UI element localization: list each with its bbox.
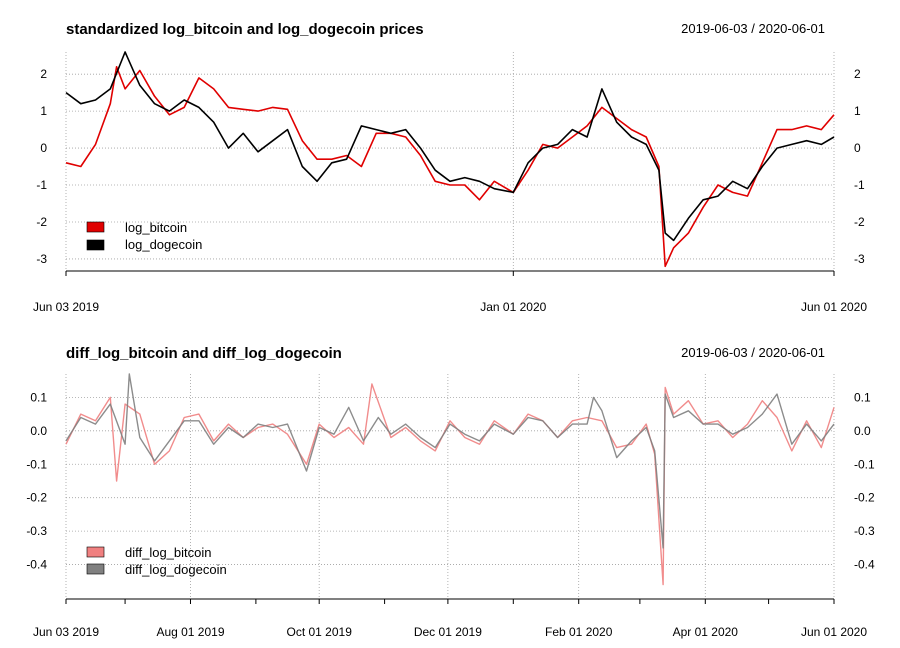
y-tick-label-left: -0.4 bbox=[26, 558, 47, 572]
x-tick-label: Jan 01 2020 bbox=[480, 300, 546, 314]
diff-grid bbox=[65, 374, 835, 598]
diff-y-axis: 0.1 0.1 0.0 0.0 -0.1 -0.1 -0.2 -0.2 -0.3 -0.3 -0.4… bbox=[26, 390, 875, 571]
price-series bbox=[65, 51, 835, 268]
legend-swatch-log-dogecoin bbox=[86, 239, 105, 251]
y-tick-label-right: 0 bbox=[854, 141, 861, 155]
diff-chart-title: diff_log_bitcoin and diff_log_dogecoin bbox=[66, 345, 342, 362]
diff-panel: diff_log_bitcoin and diff_log_dogecoin 2… bbox=[26, 345, 875, 639]
legend-swatch-log-bitcoin bbox=[86, 221, 105, 233]
y-tick-label-right: -1 bbox=[854, 178, 865, 192]
price-y-axis: 2 2 1 1 0 0 -1 -1 -2 -2 -3 -3 bbox=[36, 67, 865, 266]
price-legend: log_bitcoin log_dogecoin bbox=[86, 220, 202, 252]
y-tick-label-right: 2 bbox=[854, 67, 861, 81]
series-line-diff-log-dogecoin bbox=[65, 373, 835, 549]
x-tick-label: Jun 03 2019 bbox=[33, 300, 99, 314]
x-tick-label: Apr 01 2020 bbox=[673, 625, 739, 639]
legend-swatch-diff-log-bitcoin bbox=[86, 546, 105, 558]
x-tick-label: Dec 01 2019 bbox=[414, 625, 482, 639]
y-tick-label-right: -0.1 bbox=[854, 457, 875, 471]
y-tick-label-left: -0.3 bbox=[26, 524, 47, 538]
x-tick-label: Jun 03 2019 bbox=[33, 625, 99, 639]
y-tick-label-right: -0.4 bbox=[854, 558, 875, 572]
x-tick-label: Feb 01 2020 bbox=[545, 625, 613, 639]
y-tick-label-right: -3 bbox=[854, 252, 865, 266]
legend-swatch-diff-log-dogecoin bbox=[86, 563, 105, 575]
series-line-log-bitcoin bbox=[65, 66, 835, 268]
price-x-axis: Jun 03 2019 Jan 01 2020 Jun 01 2020 bbox=[33, 270, 867, 314]
y-tick-label-right: -2 bbox=[854, 215, 865, 229]
y-tick-label-left: -0.2 bbox=[26, 491, 47, 505]
y-tick-label-left: 0.0 bbox=[30, 424, 47, 438]
x-tick-label: Jun 01 2020 bbox=[801, 300, 867, 314]
x-tick-label: Aug 01 2019 bbox=[156, 625, 224, 639]
series-line-log-dogecoin bbox=[65, 51, 835, 242]
y-tick-label-left: 0 bbox=[40, 141, 47, 155]
y-tick-label-left: 1 bbox=[40, 104, 47, 118]
legend-label-log-bitcoin: log_bitcoin bbox=[125, 220, 187, 235]
price-chart-title: standardized log_bitcoin and log_dogecoi… bbox=[66, 21, 424, 38]
y-tick-label-left: -3 bbox=[36, 252, 47, 266]
diff-series bbox=[65, 373, 835, 586]
y-tick-label-left: -1 bbox=[36, 178, 47, 192]
y-tick-label-left: 0.1 bbox=[30, 390, 47, 404]
diff-legend: diff_log_bitcoin diff_log_dogecoin bbox=[86, 545, 227, 577]
legend-label-diff-log-dogecoin: diff_log_dogecoin bbox=[125, 562, 227, 577]
diff-date-range: 2019-06-03 / 2020-06-01 bbox=[681, 345, 825, 360]
y-tick-label-right: -0.3 bbox=[854, 524, 875, 538]
y-tick-label-right: 1 bbox=[854, 104, 861, 118]
legend-label-log-dogecoin: log_dogecoin bbox=[125, 237, 202, 252]
x-tick-label: Jun 01 2020 bbox=[801, 625, 867, 639]
y-tick-label-left: -2 bbox=[36, 215, 47, 229]
price-date-range: 2019-06-03 / 2020-06-01 bbox=[681, 21, 825, 36]
x-tick-label: Oct 01 2019 bbox=[286, 625, 352, 639]
legend-label-diff-log-bitcoin: diff_log_bitcoin bbox=[125, 545, 212, 560]
y-tick-label-right: -0.2 bbox=[854, 491, 875, 505]
y-tick-label-left: -0.1 bbox=[26, 457, 47, 471]
price-panel: standardized log_bitcoin and log_dogecoi… bbox=[33, 21, 867, 314]
y-tick-label-right: 0.0 bbox=[854, 424, 871, 438]
y-tick-label-left: 2 bbox=[40, 67, 47, 81]
y-tick-label-right: 0.1 bbox=[854, 390, 871, 404]
diff-x-axis: Jun 03 2019 Aug 01 2019 Oct 01 2019 Dec 01 … bbox=[33, 598, 867, 639]
